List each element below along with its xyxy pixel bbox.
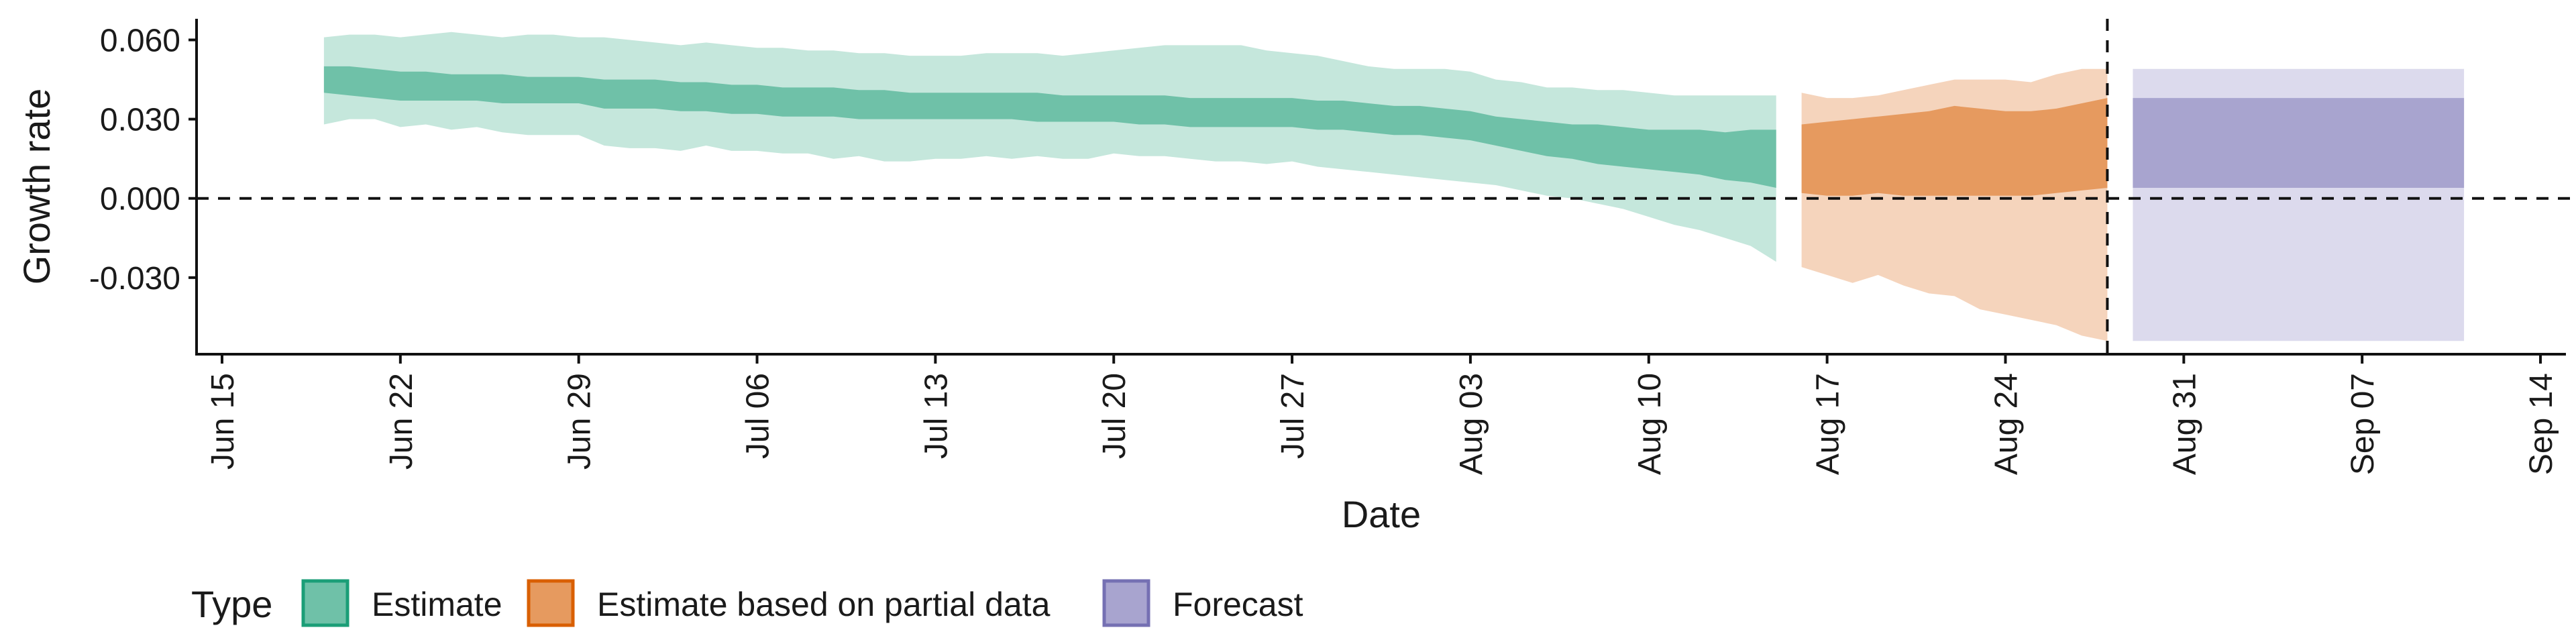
ribbons-layer — [323, 32, 2465, 341]
y-tick-label: -0.030 — [89, 261, 180, 297]
x-tick-label: Aug 31 — [2167, 373, 2202, 475]
y-tick-label: 0.060 — [100, 23, 180, 58]
legend-key — [527, 579, 575, 627]
legend-key — [301, 579, 350, 627]
legend-key — [1102, 579, 1150, 627]
series-0-ribbons — [323, 32, 1776, 262]
series-1-ribbons — [1801, 68, 2108, 341]
x-tick-label: Aug 17 — [1811, 373, 1846, 475]
legend-title: Type — [191, 583, 272, 625]
x-tick-label: Aug 03 — [1454, 373, 1489, 475]
series-2-ribbons — [2133, 68, 2465, 341]
x-axis-label: Date — [1342, 493, 1421, 535]
x-tick-label: Jun 15 — [205, 373, 241, 470]
y-tick-label: 0.000 — [100, 182, 180, 217]
legend-label: Forecast — [1173, 586, 1303, 623]
x-tick-label: Jul 20 — [1097, 373, 1132, 459]
y-tick-label: 0.030 — [100, 103, 180, 138]
y-axis-ticks: 0.060 0.030 0.000 -0.030 — [89, 23, 197, 297]
series-1-50-interval-band — [1801, 98, 2108, 196]
x-tick-label: Jun 29 — [562, 373, 598, 470]
legend-label: Estimate — [372, 586, 502, 623]
series-2-50-interval-band — [2133, 98, 2465, 188]
legend-label: Estimate based on partial data — [597, 586, 1051, 623]
x-tick-label: Sep 07 — [2345, 373, 2381, 475]
x-tick-label: Sep 14 — [2524, 373, 2559, 475]
legend: Type Estimate Estimate based on partial d… — [191, 579, 1303, 627]
series-0-50-interval-band — [323, 66, 1776, 189]
x-axis-ticks: Jun 15 Jun 22 Jun 29 Jul 06 Jul 13 Jul 20 Jul … — [205, 354, 2559, 475]
x-tick-label: Jul 27 — [1275, 373, 1311, 459]
x-tick-label: Jul 13 — [918, 373, 954, 459]
y-axis-label: Growth rate — [15, 89, 58, 285]
x-tick-label: Jun 22 — [384, 373, 419, 470]
x-tick-label: Jul 06 — [741, 373, 776, 459]
x-tick-label: Aug 24 — [1988, 373, 2024, 475]
x-tick-label: Aug 10 — [1632, 373, 1668, 475]
